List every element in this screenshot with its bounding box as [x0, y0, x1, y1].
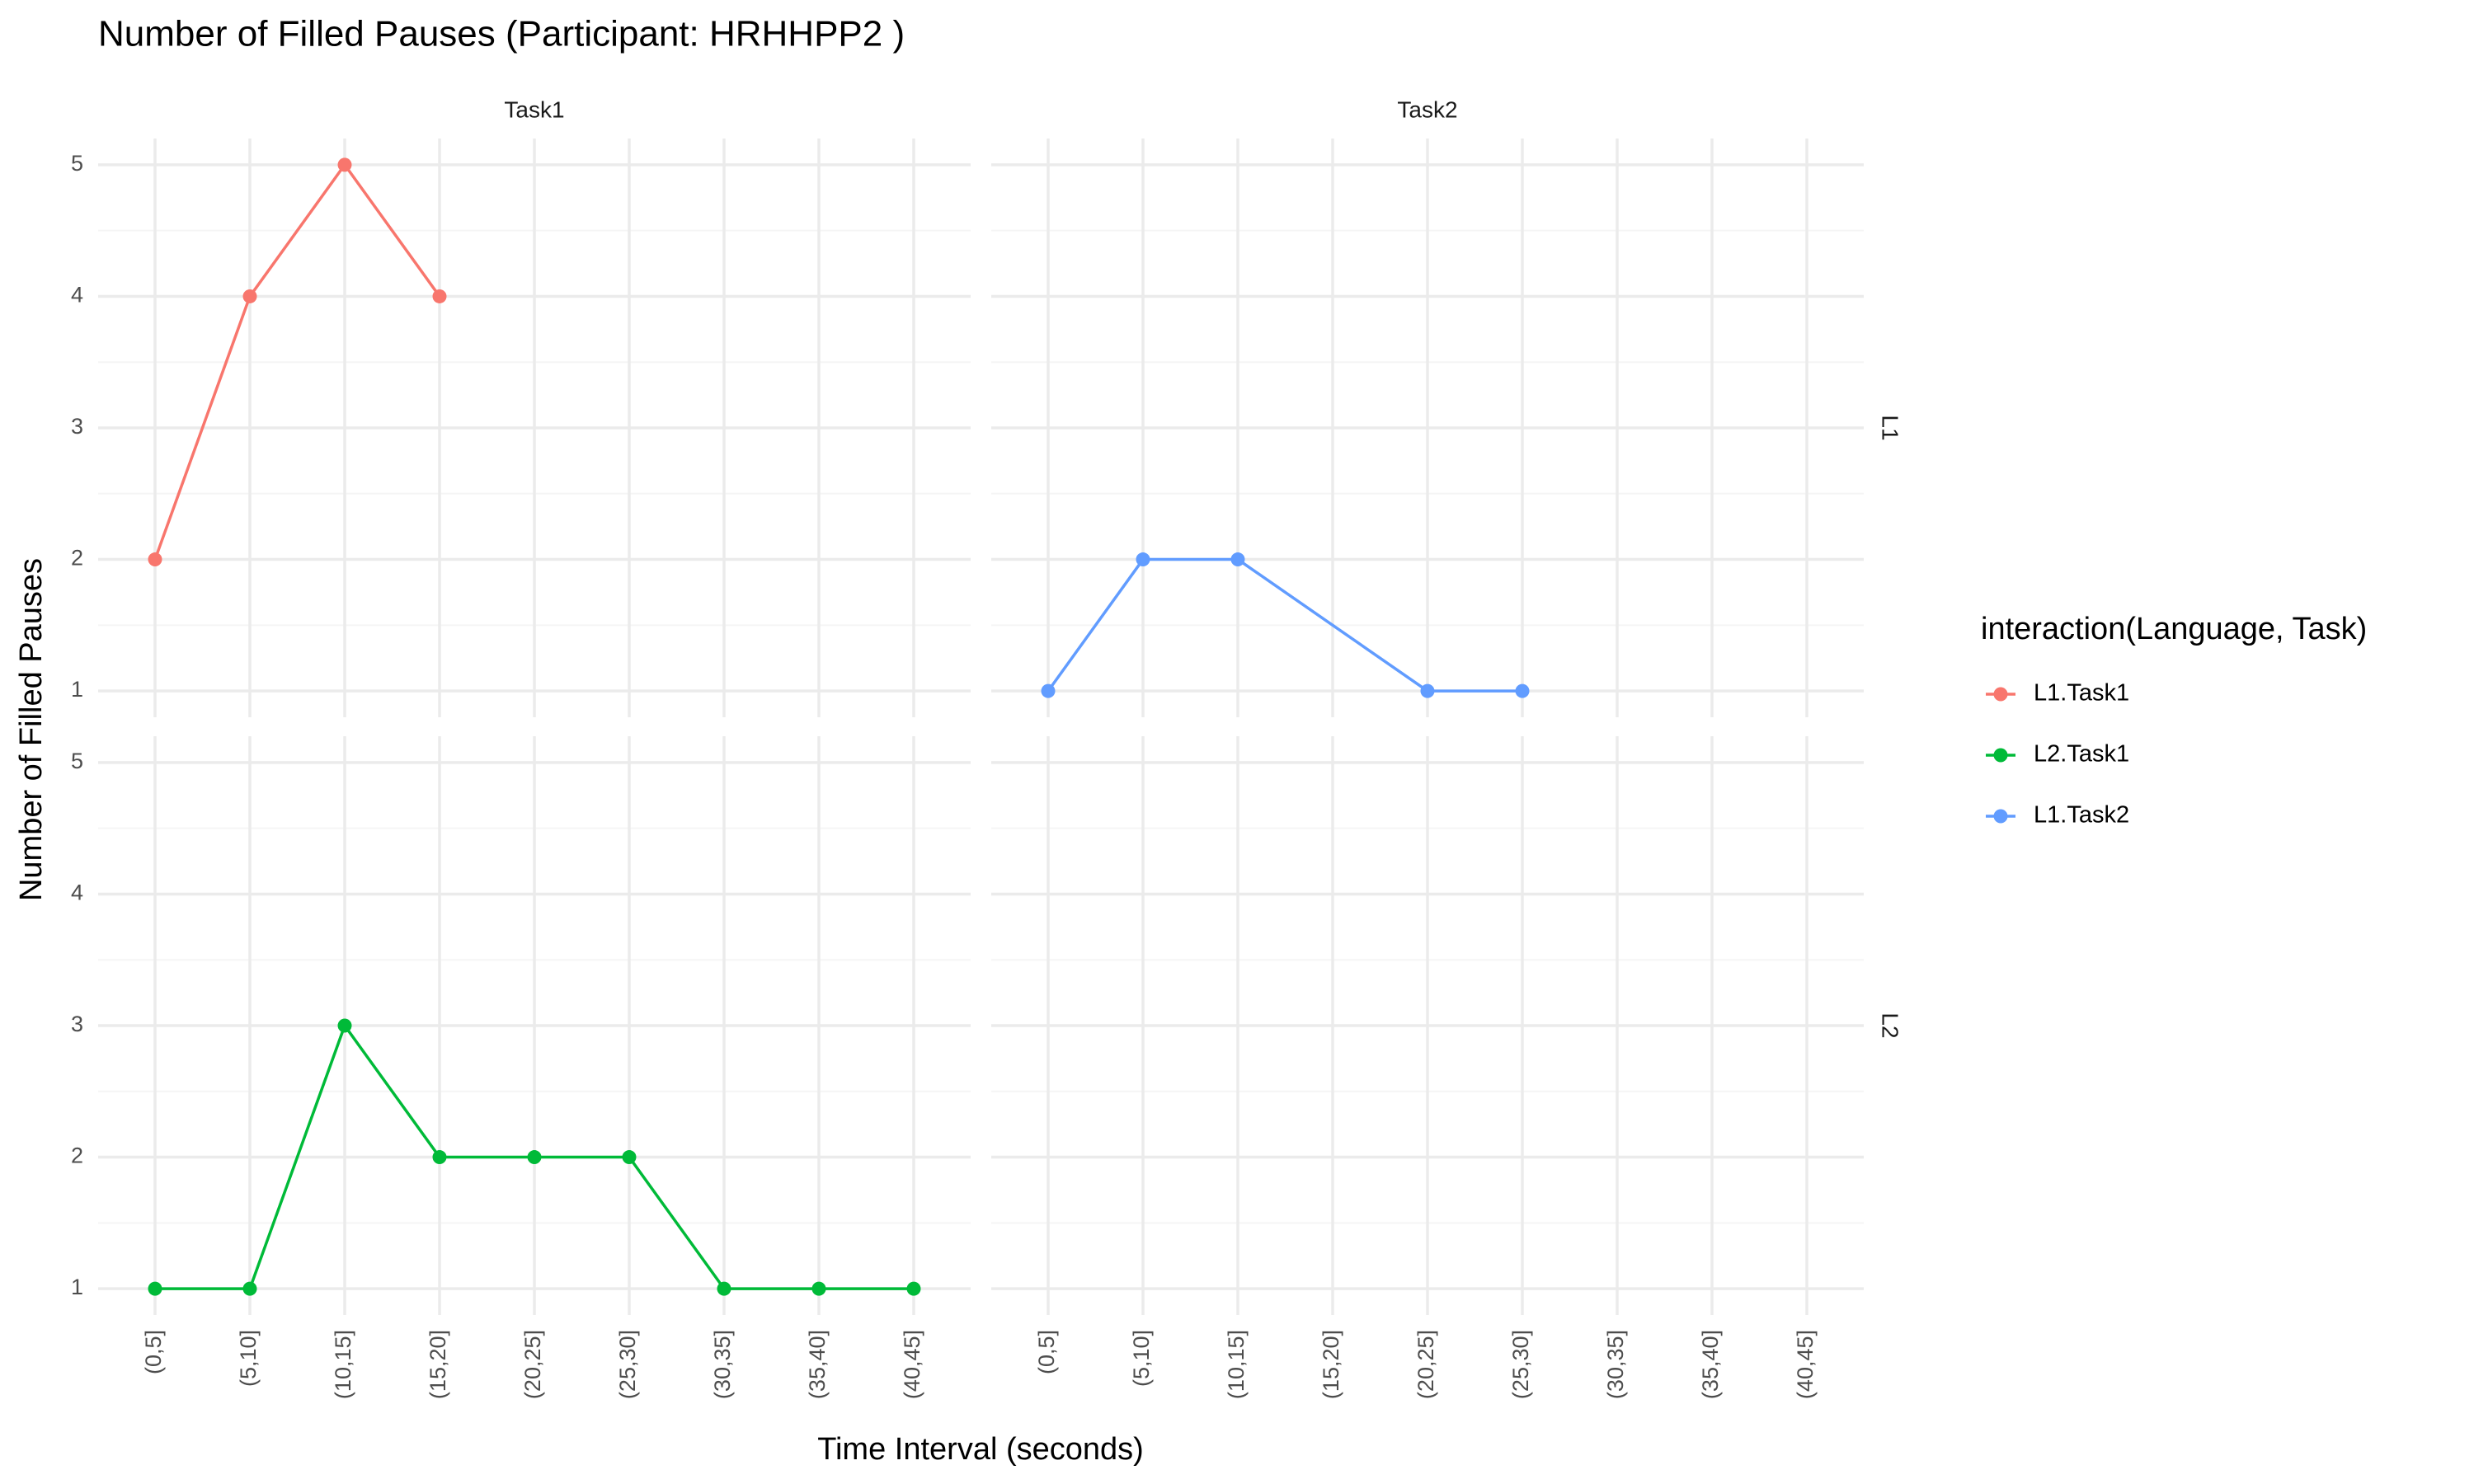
- x-tick-label: (0,5]: [1034, 1330, 1059, 1374]
- data-point: [1041, 683, 1056, 698]
- data-point: [622, 1150, 637, 1165]
- chart-title: Number of Filled Pauses (Participant: HR…: [98, 14, 905, 54]
- x-tick-label: (35,40]: [1698, 1330, 1723, 1399]
- legend-label: L2.Task1: [2034, 741, 2129, 768]
- x-tick-label: (15,20]: [1319, 1330, 1343, 1399]
- legend-label: L1.Task1: [2034, 680, 2129, 707]
- legend-label: L1.Task2: [2034, 802, 2129, 829]
- data-point: [148, 1281, 162, 1296]
- data-point: [906, 1281, 921, 1296]
- y-tick-label: 3: [71, 414, 83, 439]
- x-tick-label: (30,35]: [710, 1330, 735, 1399]
- x-tick-label: (25,30]: [615, 1330, 640, 1399]
- x-tick-label: (35,40]: [805, 1330, 830, 1399]
- y-tick-label: 2: [71, 546, 83, 571]
- y-tick-label: 5: [71, 151, 83, 176]
- data-point: [1420, 683, 1435, 698]
- legend-key-point: [1993, 748, 2008, 763]
- x-tick-label: (30,35]: [1603, 1330, 1628, 1399]
- x-tick-label: (40,45]: [1793, 1330, 1818, 1399]
- data-point: [242, 1281, 257, 1296]
- facet-row-label: L2: [1878, 1012, 1903, 1038]
- data-point: [811, 1281, 826, 1296]
- data-point: [148, 552, 162, 567]
- y-tick-label: 3: [71, 1012, 83, 1036]
- data-point: [337, 1018, 352, 1033]
- legend-key-point: [1993, 809, 2008, 824]
- y-tick-label: 1: [71, 1275, 83, 1299]
- facet-column-label: Task2: [1397, 96, 1457, 122]
- x-axis-title: Time Interval (seconds): [817, 1432, 1144, 1467]
- data-point: [527, 1150, 542, 1165]
- x-tick-label: (10,15]: [331, 1330, 355, 1399]
- data-point: [337, 157, 352, 172]
- x-tick-label: (15,20]: [426, 1330, 450, 1399]
- x-tick-label: (5,10]: [1129, 1330, 1154, 1387]
- x-tick-label: (0,5]: [141, 1330, 166, 1374]
- data-point: [1515, 683, 1530, 698]
- y-axis-title: Number of Filled Pauses: [14, 558, 49, 901]
- y-tick-label: 4: [71, 283, 83, 308]
- data-point: [1136, 552, 1150, 567]
- data-point: [1230, 552, 1245, 567]
- y-tick-label: 2: [71, 1144, 83, 1168]
- x-tick-label: (25,30]: [1508, 1330, 1533, 1399]
- data-point: [432, 1150, 447, 1165]
- data-point: [242, 289, 257, 303]
- x-tick-label: (10,15]: [1224, 1330, 1249, 1399]
- x-tick-label: (20,25]: [1413, 1330, 1438, 1399]
- data-point: [432, 289, 447, 303]
- y-tick-label: 4: [71, 881, 83, 905]
- legend-title: interaction(Language, Task): [1981, 612, 2367, 646]
- x-tick-label: (20,25]: [520, 1330, 545, 1399]
- x-tick-label: (5,10]: [236, 1330, 261, 1387]
- facet-column-label: Task1: [504, 96, 564, 122]
- series-line: [153, 162, 441, 561]
- y-tick-label: 1: [71, 677, 83, 702]
- y-tick-label: 5: [71, 749, 83, 773]
- facet-row-label: L1: [1878, 415, 1903, 440]
- x-tick-label: (40,45]: [900, 1330, 924, 1399]
- data-point: [717, 1281, 731, 1296]
- legend-key-point: [1993, 687, 2008, 702]
